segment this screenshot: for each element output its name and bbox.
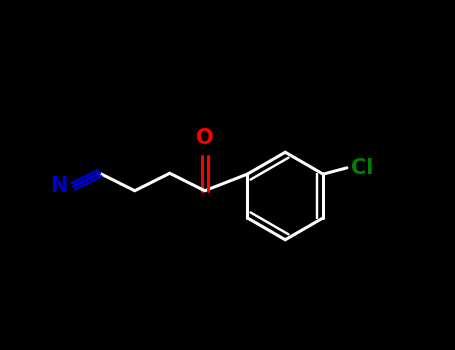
Text: Cl: Cl — [351, 158, 374, 178]
Text: O: O — [196, 128, 213, 148]
Text: N: N — [50, 175, 67, 196]
